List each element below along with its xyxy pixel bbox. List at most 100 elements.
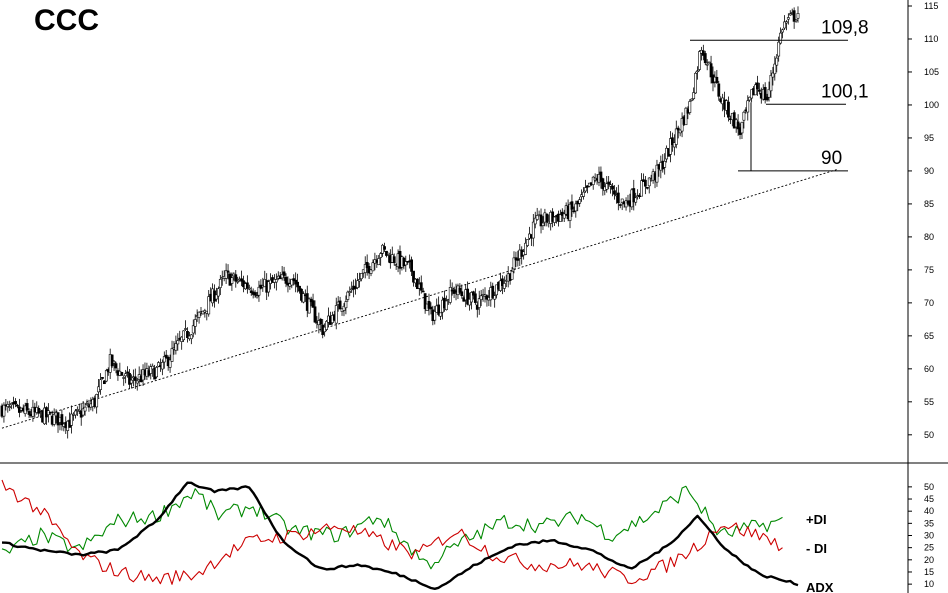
candle-body [419,282,423,291]
candle-body [10,403,14,406]
candle-body [280,274,284,279]
candle-body [500,278,504,286]
candle-body [383,246,386,250]
candle-body [83,406,87,412]
candle-body [672,142,676,148]
candle-body [102,380,106,385]
price-tick-label: 85 [924,199,934,209]
candle-body [168,359,172,368]
candle-body [126,371,129,374]
candle-body [502,283,506,289]
candle-body [81,408,85,416]
candle-body [771,72,775,78]
indicator-tick-label: 35 [924,518,934,528]
candle-body [466,288,470,305]
candle-body [473,293,477,303]
candle-body [707,61,711,64]
candle-body [705,63,709,66]
price-tick-label: 70 [924,298,934,308]
candle-body [363,264,367,273]
candle-body [607,181,611,185]
candle-body [245,282,249,289]
candle-body [193,319,197,327]
price-tick-label: 115 [924,1,938,11]
candle-body [70,413,73,426]
candle-body [601,178,605,190]
candle-body [663,160,667,168]
candle-body [25,403,29,411]
candle-body [16,404,19,407]
candle-body [387,252,390,255]
candle-body [448,287,452,303]
candle-body [284,276,288,284]
candle-body [618,204,622,206]
candle-body [130,379,133,384]
candle-body [404,261,408,266]
candle-body [740,121,744,134]
candle-body [234,274,238,282]
candle-body [477,298,481,308]
candle-body [694,72,698,94]
indicator-tick-label: 15 [924,567,934,577]
price-tick-label: 50 [924,430,934,440]
candle-body [160,361,164,370]
candle-body [611,185,614,190]
candle-body [410,259,413,272]
candle-body [533,217,537,225]
series-label: +DI [806,512,827,527]
candle-body [460,291,464,297]
candle-body [301,293,305,303]
indicator-tick-label: 45 [924,494,934,504]
candle-body [769,74,773,92]
candle-body [344,301,348,309]
candle-body [551,211,555,222]
candle-body [688,101,692,113]
candle-body [6,404,10,407]
indicator-tick-label: 40 [924,506,934,516]
candle-body [421,290,425,293]
candle-body [609,184,612,187]
candle-body [186,330,189,338]
candle-body [539,214,543,227]
candle-body [676,127,680,131]
price-tick-label: 90 [924,166,934,176]
candle-body [240,278,243,282]
candle-body [512,257,516,270]
candle-body [298,285,301,292]
candle-body [634,197,638,203]
candle-body [296,281,300,288]
candle-body [423,293,427,310]
candle-body [572,210,576,213]
candle-body [224,270,228,279]
candle-body [120,372,124,376]
candle-body [437,304,441,315]
candle-body [582,191,585,197]
candle-body [282,271,286,276]
candle-body [99,379,102,390]
candle-body [48,411,52,414]
candle-body [253,292,257,296]
candle-body [174,343,178,351]
candle-body [379,253,383,258]
candle-body [669,138,672,155]
candle-body [516,258,520,261]
candle-body [754,84,757,96]
candle-body [680,118,684,132]
candle-body [674,128,678,145]
candle-body [95,394,99,408]
candle-body [736,121,740,130]
candle-body [671,137,674,146]
candle-body [777,41,781,57]
candle-body [531,221,535,239]
candle-body [369,269,373,274]
candle-body [783,21,786,29]
candle-body [647,177,651,187]
candle-body [479,295,483,300]
trendline [1,169,837,429]
candle-body [101,377,104,379]
candle-body [558,214,562,222]
candle-body [632,188,636,203]
candle-body [334,305,338,324]
candle-body [470,292,473,303]
